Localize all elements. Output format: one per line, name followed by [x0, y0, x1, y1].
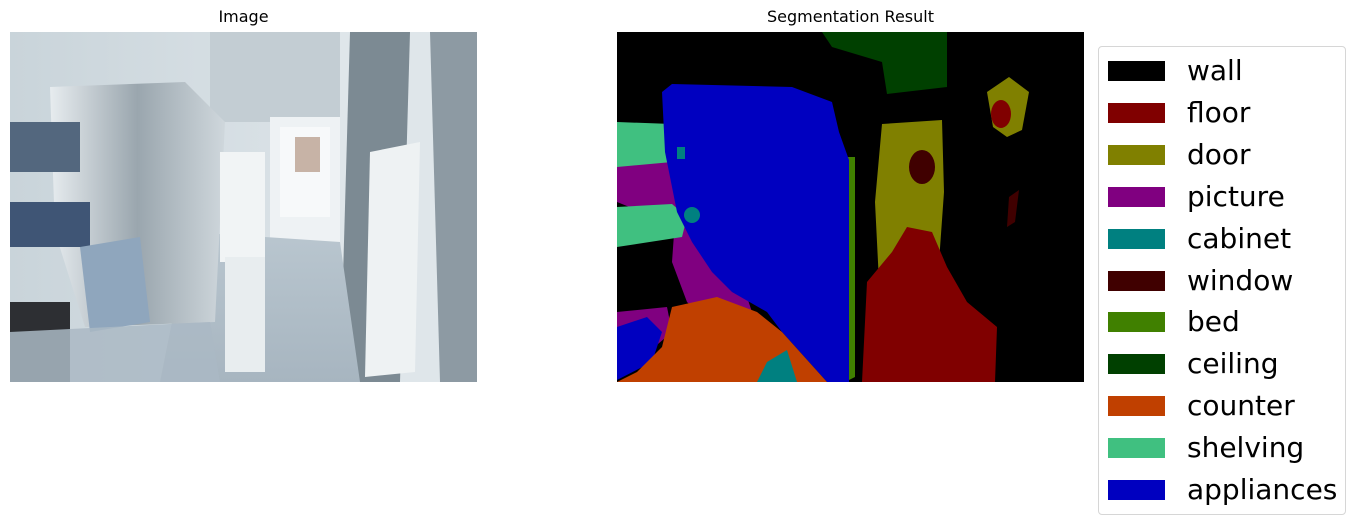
legend-label: shelving: [1187, 431, 1305, 465]
segment-cabinet: [757, 350, 797, 382]
image-panel-title: Image: [218, 7, 269, 26]
segment-appliances-2: [617, 317, 662, 380]
segment-shelving: [617, 122, 679, 167]
legend-swatch: [1108, 438, 1165, 459]
segment-ceiling: [822, 32, 947, 94]
legend-item-appliances: appliances: [1108, 475, 1337, 505]
legend-label: door: [1187, 137, 1251, 171]
segment-window-2: [1007, 190, 1019, 227]
legend-label: ceiling: [1187, 347, 1279, 381]
legend-item-shelving: shelving: [1108, 433, 1304, 463]
legend-item-picture: picture: [1108, 179, 1285, 213]
legend-item-window: window: [1108, 263, 1294, 297]
segmentation-panel-title: Segmentation Result: [767, 7, 934, 26]
input-image: [10, 32, 477, 382]
legend-swatch: [1108, 186, 1165, 207]
legend-swatch: [1108, 354, 1165, 375]
legend-item-ceiling: ceiling: [1108, 349, 1278, 379]
legend-item-door: door: [1108, 137, 1251, 171]
legend-item-floor: floor: [1108, 95, 1251, 129]
legend-swatch: [1108, 312, 1165, 333]
legend-item-cabinet: cabinet: [1108, 221, 1292, 255]
legend-label: counter: [1187, 389, 1295, 423]
segment-appliances: [662, 84, 849, 382]
legend-swatch: [1108, 270, 1165, 291]
legend-swatch: [1108, 396, 1165, 417]
segment-floor: [862, 227, 997, 382]
legend-label: floor: [1187, 95, 1251, 129]
legend-label: bed: [1187, 305, 1240, 339]
segment-shelving-2: [617, 204, 687, 247]
legend-label: appliances: [1187, 473, 1338, 506]
legend-item-counter: counter: [1108, 391, 1295, 421]
legend-label: window: [1187, 263, 1294, 297]
legend-item-wall: wall: [1108, 56, 1243, 86]
segment-cabinet-2: [684, 207, 700, 223]
legend-swatch: [1108, 102, 1165, 123]
legend-item-bed: bed: [1108, 307, 1240, 337]
legend-label: cabinet: [1187, 221, 1292, 255]
legend-swatch: [1108, 228, 1165, 249]
legend-label: picture: [1187, 179, 1285, 213]
segment-window: [909, 150, 935, 184]
legend-swatch: [1108, 144, 1165, 165]
legend-swatch: [1108, 480, 1165, 500]
legend-label: wall: [1187, 54, 1243, 87]
segmentation-map: [617, 32, 1084, 382]
segment-floor-2: [991, 100, 1011, 128]
segment-cabinet-3: [677, 147, 685, 159]
legend-swatch: [1108, 61, 1165, 81]
legend: wall floor door picture cabinet window bed ceil…: [1098, 46, 1346, 515]
